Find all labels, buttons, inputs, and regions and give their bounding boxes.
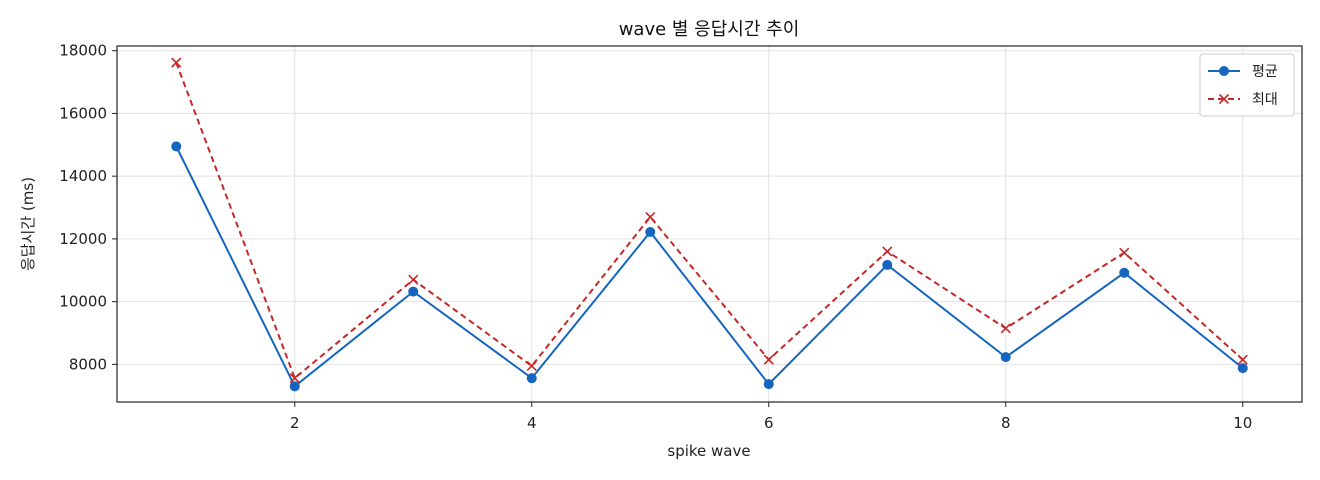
grid <box>117 46 1302 402</box>
data-point <box>1000 352 1011 363</box>
data-point <box>526 360 537 371</box>
data-point <box>289 373 300 384</box>
data-point <box>1237 354 1248 365</box>
data-point-stroke <box>526 360 537 371</box>
x-tick-label: 8 <box>1001 414 1011 432</box>
legend-marker <box>1219 66 1229 76</box>
axis-ticks: 2 4 6 8 10 8000 10000 12000 14000 16000 18000 <box>59 42 1252 432</box>
data-point <box>882 259 893 270</box>
data-point-stroke <box>1000 323 1011 334</box>
legend-marker-stroke <box>1218 93 1230 105</box>
data-point-stroke <box>1119 247 1130 258</box>
data-point <box>171 141 182 152</box>
series-line-2 <box>175 62 1244 380</box>
data-point-stroke <box>408 274 419 285</box>
data-point <box>289 381 300 392</box>
y-tick-label: 12000 <box>59 230 107 248</box>
data-point <box>1119 267 1130 278</box>
chart-title: wave 별 응답시간 추이 <box>619 19 800 40</box>
x-tick-label: 6 <box>764 414 774 432</box>
data-point <box>882 246 893 257</box>
data-point <box>1000 323 1011 334</box>
data-point <box>645 211 656 223</box>
data-point <box>645 226 656 237</box>
series-line-1 <box>175 145 1244 388</box>
y-tick-label: 8000 <box>69 355 107 373</box>
x-tick-label: 4 <box>527 414 537 432</box>
legend-marker <box>1218 93 1230 105</box>
data-point <box>1119 247 1130 258</box>
y-axis-label: 응답시간 (ms) <box>19 177 37 271</box>
legend-label: 평균 <box>1252 64 1278 80</box>
x-tick-label: 2 <box>290 414 300 432</box>
legend-label: 최대 <box>1252 92 1278 108</box>
data-point <box>763 354 774 365</box>
y-tick-label: 14000 <box>59 167 107 185</box>
x-axis-label: spike wave <box>667 442 750 460</box>
data-point <box>408 286 419 297</box>
y-tick-label: 18000 <box>59 42 107 60</box>
data-point <box>526 373 537 384</box>
data-point-stroke <box>763 354 774 365</box>
data-point-stroke <box>645 211 656 223</box>
data-point-stroke <box>882 246 893 257</box>
x-tick-label: 10 <box>1233 414 1252 432</box>
series <box>171 57 1248 392</box>
plot-area <box>116 45 1303 403</box>
data-point-stroke <box>1237 354 1248 365</box>
data-point <box>171 57 182 68</box>
legend-box <box>1199 53 1295 117</box>
data-point <box>763 379 774 390</box>
data-point-stroke <box>289 373 300 384</box>
data-point-stroke <box>171 57 182 68</box>
y-tick-label: 10000 <box>59 293 107 311</box>
y-tick-label: 16000 <box>59 104 107 122</box>
data-point <box>1237 363 1248 374</box>
data-point <box>408 274 419 285</box>
